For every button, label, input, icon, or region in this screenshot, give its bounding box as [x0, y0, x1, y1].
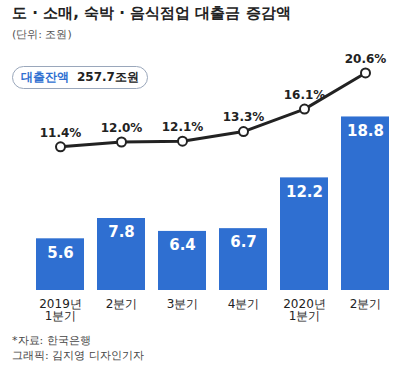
svg-text:2분기: 2분기 — [106, 297, 138, 311]
html-text:(단위: 조원): (단위: 조원) — [12, 28, 72, 41]
svg-text:4분기: 4분기 — [228, 297, 260, 311]
svg-text:2019년1분기: 2019년1분기 — [39, 297, 82, 323]
html-text:대출잔액: 대출잔액 — [21, 70, 69, 84]
svg-text:6.7: 6.7 — [230, 233, 257, 251]
svg-text:2020년1분기: 2020년1분기 — [283, 297, 326, 323]
svg-text:12.0%: 12.0% — [101, 121, 143, 135]
svg-text:11.4%: 11.4% — [40, 126, 82, 140]
svg-text:12.2: 12.2 — [286, 183, 323, 201]
html-text:257.7조원: 257.7조원 — [77, 70, 139, 84]
html-text:그래픽: 김지영 디자인기자: 그래픽: 김지영 디자인기자 — [12, 349, 144, 362]
svg-text:13.3%: 13.3% — [223, 110, 265, 124]
html-text:도 · 소매, 숙박 · 음식점업 대출금 증감액: 도 · 소매, 숙박 · 음식점업 대출금 증감액 — [12, 4, 291, 22]
svg-text:6.4: 6.4 — [169, 236, 196, 254]
svg-text:3분기: 3분기 — [167, 297, 199, 311]
svg-text:2분기: 2분기 — [350, 297, 382, 311]
svg-text:12.1%: 12.1% — [162, 120, 204, 134]
html-text:*자료: 한국은행: *자료: 한국은행 — [12, 334, 91, 347]
svg-text:7.8: 7.8 — [108, 223, 135, 241]
svg-text:5.6: 5.6 — [47, 244, 74, 262]
svg-text:16.1%: 16.1% — [284, 88, 326, 102]
svg-text:20.6%: 20.6% — [345, 52, 387, 66]
svg-text:18.8: 18.8 — [347, 122, 384, 140]
